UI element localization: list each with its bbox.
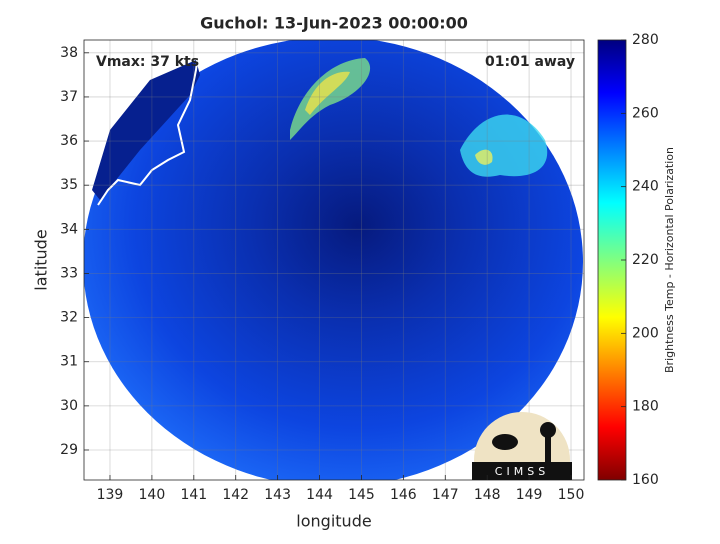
y-tick-label: 30 [60, 398, 78, 414]
x-tick-label: 141 [180, 487, 207, 503]
y-tick-label: 33 [60, 265, 78, 281]
x-tick-label: 147 [432, 487, 459, 503]
y-tick-label: 34 [60, 221, 78, 237]
colorbar-tick-label: 240 [632, 179, 659, 195]
x-tick-label: 149 [516, 487, 543, 503]
colorbar-tick-label: 280 [632, 32, 659, 48]
y-tick-label: 29 [60, 442, 78, 458]
vmax-annotation: Vmax: 37 kts [96, 54, 199, 70]
y-axis-label: latitude [32, 229, 51, 290]
y-tick-label: 37 [60, 89, 78, 105]
x-tick-label: 140 [139, 487, 166, 503]
y-tick-label: 38 [60, 45, 78, 61]
x-tick-label: 145 [348, 487, 375, 503]
y-tick-label: 36 [60, 133, 78, 149]
y-tick-label: 35 [60, 177, 78, 193]
x-tick-label: 142 [222, 487, 249, 503]
x-tick-label: 143 [264, 487, 291, 503]
x-tick-label: 148 [474, 487, 501, 503]
logo-text: CIMSS [495, 465, 549, 478]
colorbar-tick-label: 180 [632, 399, 659, 415]
x-tick-label: 150 [558, 487, 585, 503]
x-tick-label: 146 [390, 487, 417, 503]
axes-box [83, 39, 585, 481]
colorbar-tick-label: 160 [632, 472, 659, 488]
colorbar-tick-label: 220 [632, 252, 659, 268]
chart-title: Guchol: 13-Jun-2023 00:00:00 [200, 14, 468, 33]
colorbar-label: Brightness Temp - Horizontal Polarizatio… [663, 147, 676, 373]
x-axis-label: longitude [296, 512, 371, 531]
x-tick-label: 144 [306, 487, 333, 503]
logo: CIMSS [472, 412, 572, 480]
away-annotation: 01:01 away [485, 54, 575, 70]
colorbar-tick-label: 260 [632, 105, 659, 121]
y-tick-label: 32 [60, 310, 78, 326]
colorbar-tick-label: 200 [632, 325, 659, 341]
y-tick-label: 31 [60, 354, 78, 370]
satellite-image [84, 40, 583, 480]
x-tick-label: 139 [97, 487, 124, 503]
